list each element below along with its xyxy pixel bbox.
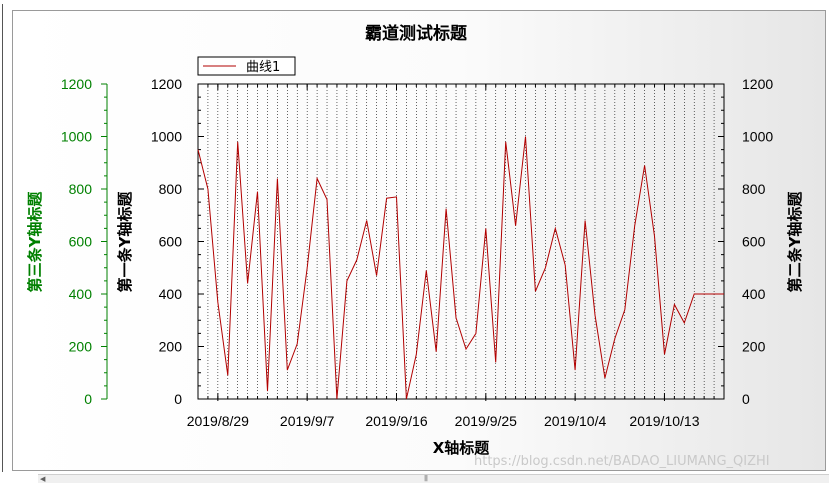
chart-title: 霸道测试标题	[365, 23, 468, 44]
y1-tick-label: 200	[159, 339, 183, 355]
y2-tick-label: 400	[742, 286, 766, 302]
legend[interactable]: 曲线1	[197, 56, 296, 76]
y1-tick-label: 1000	[151, 129, 182, 145]
y1-axis-title: 第一条Y轴标题	[116, 191, 134, 293]
scroll-left-arrow-icon[interactable]: ◀	[40, 475, 46, 483]
legend-label: 曲线1	[246, 60, 280, 75]
y3-tick-label: 200	[69, 339, 93, 355]
y1-tick-label: 800	[159, 181, 183, 197]
y3-tick-label: 400	[69, 286, 93, 302]
y1-tick-label: 1200	[151, 76, 182, 92]
y2-tick-label: 0	[742, 391, 750, 407]
watermark-text: https://blog.csdn.net/BADAO_LIUMANG_QIZH…	[474, 454, 770, 469]
y2-tick-label: 1200	[742, 76, 773, 92]
series-line-曲线1	[197, 136, 724, 400]
y3-tick-label: 600	[69, 234, 93, 250]
grid-lines	[197, 84, 725, 399]
legend-box	[197, 56, 296, 76]
x-axis-title: X轴标题	[433, 439, 491, 457]
x-tick-label: 2019/8/29	[187, 413, 249, 429]
horizontal-scrollbar[interactable]: ◀ |||	[38, 474, 829, 483]
y2-axis-title: 第二条Y轴标题	[786, 191, 804, 293]
window-edge-line	[2, 4, 3, 472]
series-layer	[197, 136, 724, 400]
x-tick-label: 2019/9/25	[455, 413, 517, 429]
y3-tick-label: 0	[84, 391, 92, 407]
y3-tick-label: 800	[69, 181, 93, 197]
y2-tick-label: 600	[742, 234, 766, 250]
y3-tick-label: 1200	[61, 76, 92, 92]
chart-frame	[12, 10, 826, 471]
y2-tick-label: 1000	[742, 129, 773, 145]
y1-tick-label: 400	[159, 286, 183, 302]
y1-tick-label: 600	[159, 234, 183, 250]
x-tick-label: 2019/9/16	[365, 413, 427, 429]
y2-tick-label: 200	[742, 339, 766, 355]
x-tick-label: 2019/10/4	[544, 413, 606, 429]
y3-tick-label: 1000	[61, 129, 92, 145]
x-tick-label: 2019/9/7	[280, 413, 335, 429]
y2-tick-label: 800	[742, 181, 766, 197]
x-tick-label: 2019/10/13	[629, 413, 699, 429]
scroll-grip-icon[interactable]: |||	[424, 475, 428, 482]
y1-tick-label: 0	[174, 391, 182, 407]
y3-axis-title: 第三条Y轴标题	[26, 191, 44, 293]
axis-ticks: 0 0 0 200 200 200 400 400 400 600 600 600 800 800 800 1…	[61, 76, 774, 429]
plot-area	[197, 83, 725, 400]
